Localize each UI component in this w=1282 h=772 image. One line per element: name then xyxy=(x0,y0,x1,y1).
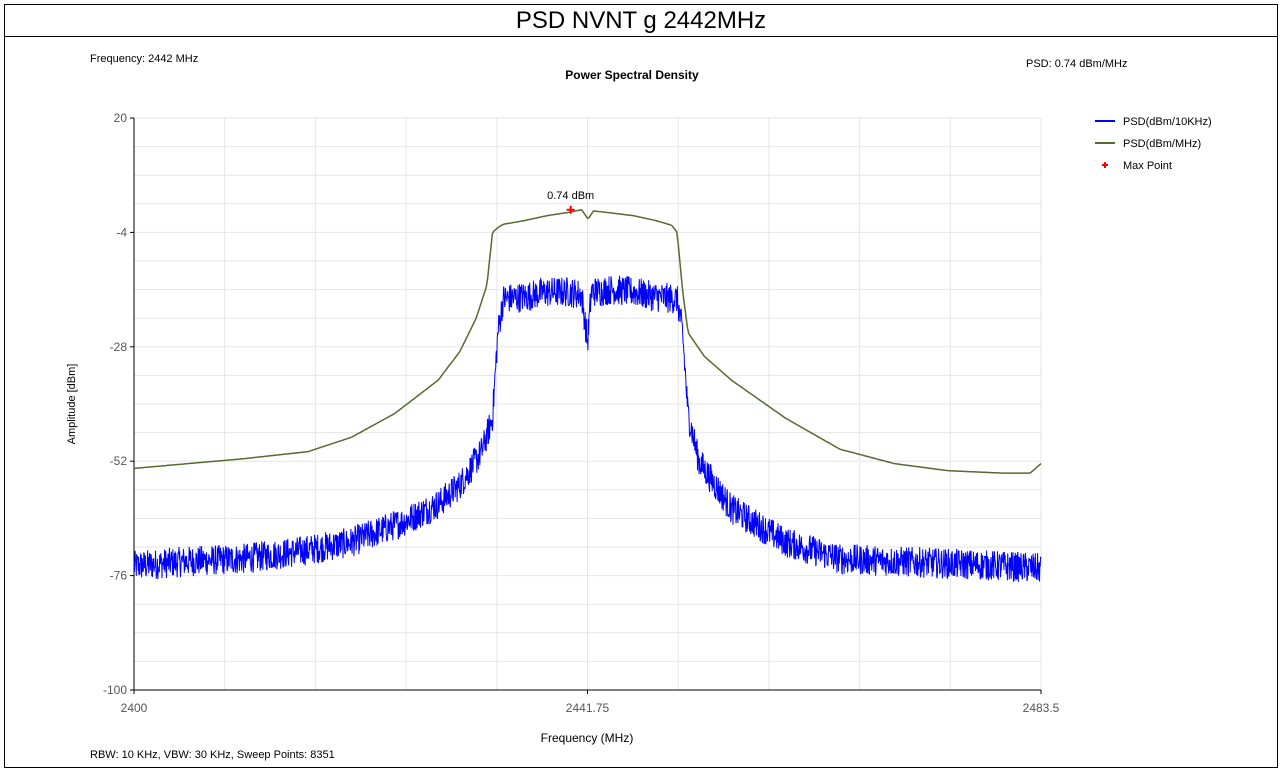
series-psd-10khz-line xyxy=(133,275,1042,583)
y-axis-label: Amplitude [dBm] xyxy=(66,364,78,445)
settings-info: RBW: 10 KHz, VBW: 30 KHz, Sweep Points: … xyxy=(90,749,335,761)
y-tick-label: -28 xyxy=(110,340,128,354)
frequency-info: Frequency: 2442 MHz xyxy=(90,53,199,65)
y-tick-label: 20 xyxy=(114,111,128,125)
legend-item-max-point: Max Point xyxy=(1123,160,1172,172)
y-tick-label: -100 xyxy=(103,683,127,697)
page-title: PSD NVNT g 2442MHz xyxy=(5,5,1277,37)
chart-title: Power Spectral Density xyxy=(565,68,699,82)
psd-chart: 20 -4 -28 -52 -76 -100 2400 2441.75 2483.5 Power … xyxy=(66,68,1212,745)
series-psd-mhz-line xyxy=(133,208,1042,474)
max-point-marker xyxy=(566,205,575,214)
chart-frame: PSD NVNT g 2442MHz Frequency: 2442 MHz P… xyxy=(4,4,1278,768)
chart-area: Frequency: 2442 MHz PSD: 0.74 dBm/MHz RB… xyxy=(5,37,1277,767)
y-tick-label: -76 xyxy=(110,569,128,583)
x-axis-label: Frequency (MHz) xyxy=(541,731,634,745)
x-tick-label: 2441.75 xyxy=(566,701,610,715)
legend-swatch-max-point xyxy=(1102,162,1108,168)
max-point-label: 0.74 dBm xyxy=(547,190,594,202)
y-tick-label: -4 xyxy=(116,225,127,239)
x-tick-label: 2483.5 xyxy=(1023,701,1060,715)
psd-info: PSD: 0.74 dBm/MHz xyxy=(1026,58,1128,70)
y-tick-label: -52 xyxy=(110,454,128,468)
legend-item-psd-10khz: PSD(dBm/10KHz) xyxy=(1123,116,1212,128)
legend-item-psd-mhz: PSD(dBm/MHz) xyxy=(1123,138,1201,150)
x-tick-label: 2400 xyxy=(121,701,148,715)
